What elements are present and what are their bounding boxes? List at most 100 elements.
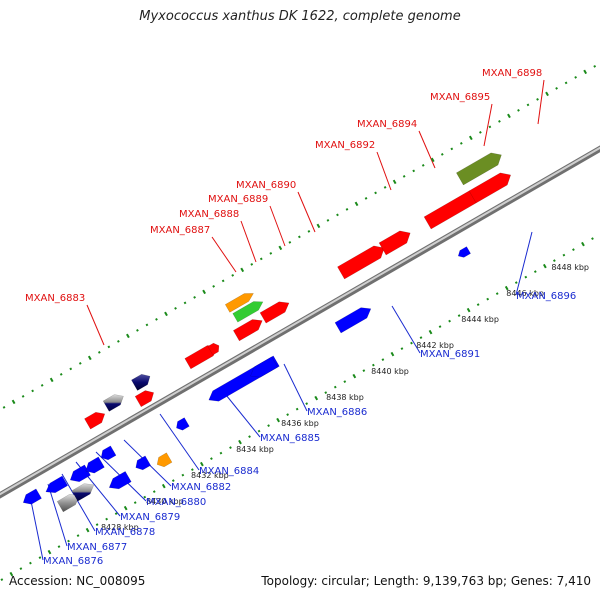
reverse-gene-label: MXAN_6886	[307, 407, 367, 418]
tick-mark	[69, 367, 73, 371]
tick-mark	[326, 219, 330, 222]
reverse-gene-label: MXAN_6879	[120, 512, 180, 523]
tick-mark	[183, 301, 187, 305]
tick-mark	[259, 257, 263, 261]
tick-mark	[143, 495, 147, 499]
tick-mark	[316, 223, 321, 229]
tick-mark	[536, 98, 539, 101]
reverse-gene-label: MXAN_6896	[516, 291, 576, 302]
tick-mark	[57, 545, 61, 548]
reverse-label-connector	[29, 495, 44, 561]
tick-mark	[412, 169, 416, 173]
axis-tick-label: 8428 kbp	[101, 523, 139, 532]
tick-mark	[97, 351, 101, 354]
gene-feature	[135, 455, 152, 471]
tick-mark	[9, 571, 14, 577]
tick-mark	[440, 153, 444, 156]
map-title: Myxococcus xanthus DK 1622, complete gen…	[139, 9, 461, 24]
tick-mark	[248, 435, 251, 438]
gene-feature	[232, 301, 264, 323]
reverse-label-connector	[159, 413, 200, 471]
tick-mark	[507, 113, 511, 119]
tick-mark	[210, 457, 213, 460]
forward-label-connector	[418, 130, 436, 169]
axis-tick-label: 8444 kbp	[461, 315, 499, 324]
tick-mark	[362, 369, 366, 372]
axis-tick-label: 8440 kbp	[371, 367, 409, 376]
reverse-gene-label: MXAN_6891	[420, 349, 480, 360]
gene-feature	[207, 342, 220, 356]
tick-mark	[457, 314, 461, 317]
reverse-label-connector	[515, 231, 533, 296]
gene-feature	[232, 319, 263, 342]
reverse-gene-label: MXAN_6884	[199, 466, 259, 477]
accession-text: Accession: NC_008095	[9, 574, 146, 588]
tick-mark	[374, 191, 377, 195]
reverse-label-connector	[391, 305, 421, 354]
tick-mark	[314, 395, 319, 401]
tick-mark	[410, 341, 413, 345]
tick-mark	[117, 340, 120, 343]
forward-gene-label: MXAN_6894	[357, 119, 417, 130]
tick-mark	[495, 292, 499, 295]
gene-feature	[131, 373, 151, 391]
tick-mark	[288, 241, 292, 244]
gene-feature	[468, 172, 512, 204]
tick-mark	[181, 473, 185, 477]
forward-gene-label: MXAN_6890	[236, 180, 296, 191]
tick-mark	[421, 164, 425, 167]
tick-mark	[11, 399, 16, 405]
tick-mark	[40, 384, 44, 387]
tick-mark	[126, 333, 130, 339]
tick-mark	[136, 329, 139, 332]
ticks-layer	[0, 65, 597, 581]
gene-feature	[156, 452, 173, 468]
gene-feature	[108, 471, 132, 490]
tick-mark	[345, 208, 349, 211]
tick-mark	[47, 549, 52, 555]
forward-gene-label: MXAN_6883	[25, 293, 85, 304]
gene-feature	[457, 246, 471, 258]
tick-mark	[152, 490, 156, 493]
tick-mark	[164, 311, 168, 317]
tick-mark	[392, 179, 397, 185]
forward-gene-label: MXAN_6895	[430, 92, 490, 103]
tick-mark	[145, 323, 149, 327]
gene-feature	[337, 245, 385, 280]
forward-label-connector	[211, 236, 237, 273]
tick-mark	[459, 142, 463, 145]
tick-mark	[428, 329, 433, 335]
gene-feature	[71, 483, 95, 502]
tick-mark	[542, 263, 547, 269]
axis-tick-label: 8448 kbp	[551, 263, 589, 272]
axis-tick-label: 8434 kbp	[236, 445, 274, 454]
tick-mark	[78, 362, 82, 365]
forward-label-connector	[269, 205, 286, 247]
tick-mark	[212, 285, 216, 288]
tick-mark	[324, 391, 328, 394]
tick-mark	[174, 307, 177, 310]
tick-mark	[524, 275, 528, 279]
forward-gene-label: MXAN_6888	[179, 209, 239, 220]
tick-mark	[390, 351, 395, 357]
tick-mark	[581, 241, 585, 247]
tick-mark	[276, 417, 280, 423]
reverse-gene-label: MXAN_6885	[260, 433, 320, 444]
tick-mark	[372, 363, 375, 367]
tick-mark	[87, 355, 92, 361]
reverse-label-connector	[283, 363, 308, 412]
reverse-label-connector	[61, 473, 96, 532]
tick-mark	[202, 289, 206, 295]
tick-mark	[31, 389, 35, 393]
tick-mark	[21, 395, 25, 398]
tick-mark	[383, 186, 387, 189]
tick-mark	[533, 270, 537, 273]
gene-feature	[22, 488, 42, 505]
tick-mark	[29, 561, 32, 565]
tick-mark	[85, 527, 90, 533]
forward-label-connector	[537, 79, 545, 125]
tick-mark	[269, 252, 273, 255]
tick-mark	[298, 235, 301, 239]
tick-mark	[219, 451, 223, 455]
